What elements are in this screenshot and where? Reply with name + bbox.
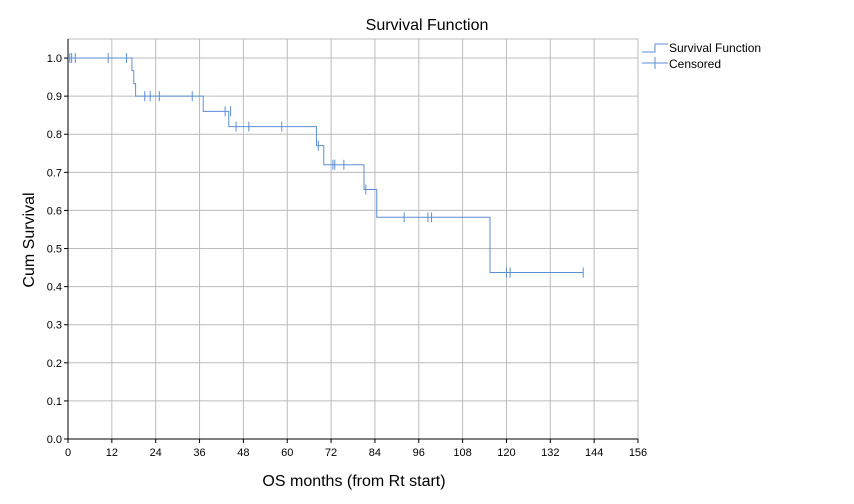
legend-label-censored: Censored — [669, 57, 721, 71]
x-tick-label: 132 — [541, 447, 559, 459]
legend-item-censored: Censored — [642, 57, 721, 71]
y-tick-label: 0.2 — [47, 358, 62, 370]
chart-title: Survival Function — [366, 17, 489, 34]
y-ticks: 0.0 0.1 0.2 0.3 0.4 0.5 0.6 0.7 0.8 0.9 1.0 — [47, 53, 68, 446]
survival-function-line — [68, 57, 584, 274]
y-tick-label: 0.6 — [47, 205, 62, 217]
x-tick-label: 36 — [193, 447, 205, 459]
y-tick-label: 0.3 — [47, 320, 62, 332]
y-tick-label: 0.8 — [47, 129, 62, 141]
y-tick-label: 0.7 — [47, 167, 62, 179]
x-tick-label: 120 — [497, 447, 515, 459]
x-tick-label: 0 — [65, 447, 71, 459]
y-tick-label: 0.5 — [47, 244, 62, 256]
legend-label-survival-function: Survival Function — [669, 41, 761, 55]
grid — [68, 39, 639, 439]
x-tick-label: 12 — [106, 447, 118, 459]
x-tick-label: 108 — [453, 447, 471, 459]
legend-item-survival-function: Survival Function — [642, 41, 761, 55]
y-tick-label: 0.4 — [47, 282, 62, 294]
y-axis-label: Cum Survival — [21, 192, 38, 287]
x-tick-label: 96 — [413, 447, 425, 459]
x-tick-label: 24 — [150, 447, 162, 459]
x-ticks: 0 12 24 36 48 60 72 84 96 108 120 132 144 156 — [65, 439, 647, 459]
y-tick-label: 0.9 — [47, 91, 62, 103]
plot-area: 0 12 24 36 48 60 72 84 96 108 120 132 144 156 0.00.10… — [47, 38, 647, 459]
legend-swatch-survival-function — [642, 43, 668, 53]
y-tick-label: 0.1 — [47, 396, 62, 408]
x-tick-label: 48 — [237, 447, 249, 459]
y-tick-label: 1.0 — [47, 53, 62, 65]
x-tick-label: 144 — [585, 447, 603, 459]
x-tick-label: 156 — [629, 447, 647, 459]
series-layer — [68, 53, 584, 278]
x-axis-label: OS months (from Rt start) — [262, 473, 445, 490]
x-tick-label: 84 — [369, 447, 381, 459]
x-tick-label: 72 — [325, 447, 337, 459]
axes — [67, 39, 638, 440]
legend: Survival Function Censored — [642, 41, 761, 71]
x-tick-label: 60 — [281, 447, 293, 459]
y-tick-label: 0.0 — [47, 434, 62, 446]
